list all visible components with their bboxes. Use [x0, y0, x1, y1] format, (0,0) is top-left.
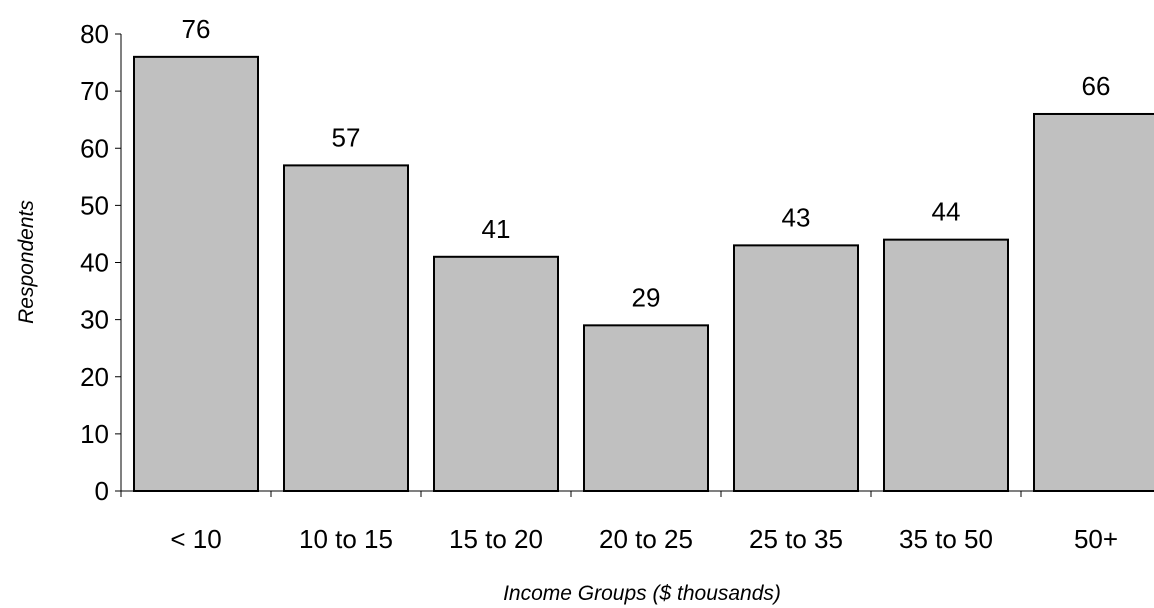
y-tick-label: 40	[80, 248, 109, 278]
data-label: 29	[632, 282, 661, 312]
y-tick-label: 20	[80, 362, 109, 392]
y-axis: 0 10 20 30 40 50 60 70 80	[80, 19, 122, 506]
x-axis: < 10 10 to 15 15 to 20 20 to 25 25 to 35 35 t…	[120, 490, 1154, 554]
data-label: 66	[1082, 71, 1111, 101]
y-tick-label: 60	[80, 133, 109, 163]
x-tick-label: 20 to 25	[599, 524, 693, 554]
x-tick-label: 10 to 15	[299, 524, 393, 554]
x-tick-label: 50+	[1074, 524, 1118, 554]
data-labels: 76 57 41 29 43 44 66	[182, 14, 1111, 312]
data-label: 76	[182, 14, 211, 44]
bars	[133, 55, 1154, 492]
y-tick-label: 0	[95, 476, 109, 506]
x-tick-label: 35 to 50	[899, 524, 993, 554]
bar	[283, 164, 409, 492]
bar	[1033, 112, 1154, 492]
x-tick-label: 15 to 20	[449, 524, 543, 554]
bar	[733, 244, 859, 492]
x-axis-title: Income Groups ($ thousands)	[503, 582, 781, 605]
y-tick-label: 80	[80, 19, 109, 49]
data-label: 44	[932, 197, 961, 227]
bar	[133, 55, 259, 492]
data-label: 57	[332, 122, 361, 152]
y-tick-label: 50	[80, 190, 109, 220]
bar	[883, 238, 1009, 492]
bar	[583, 324, 709, 492]
x-tick-label: 25 to 35	[749, 524, 843, 554]
y-tick-label: 70	[80, 76, 109, 106]
y-axis-title: Respondents	[15, 200, 38, 324]
data-label: 43	[782, 202, 811, 232]
y-tick-label: 30	[80, 305, 109, 335]
data-label: 41	[482, 214, 511, 244]
x-tick-label: < 10	[170, 524, 221, 554]
bar	[433, 255, 559, 492]
y-tick-label: 10	[80, 419, 109, 449]
